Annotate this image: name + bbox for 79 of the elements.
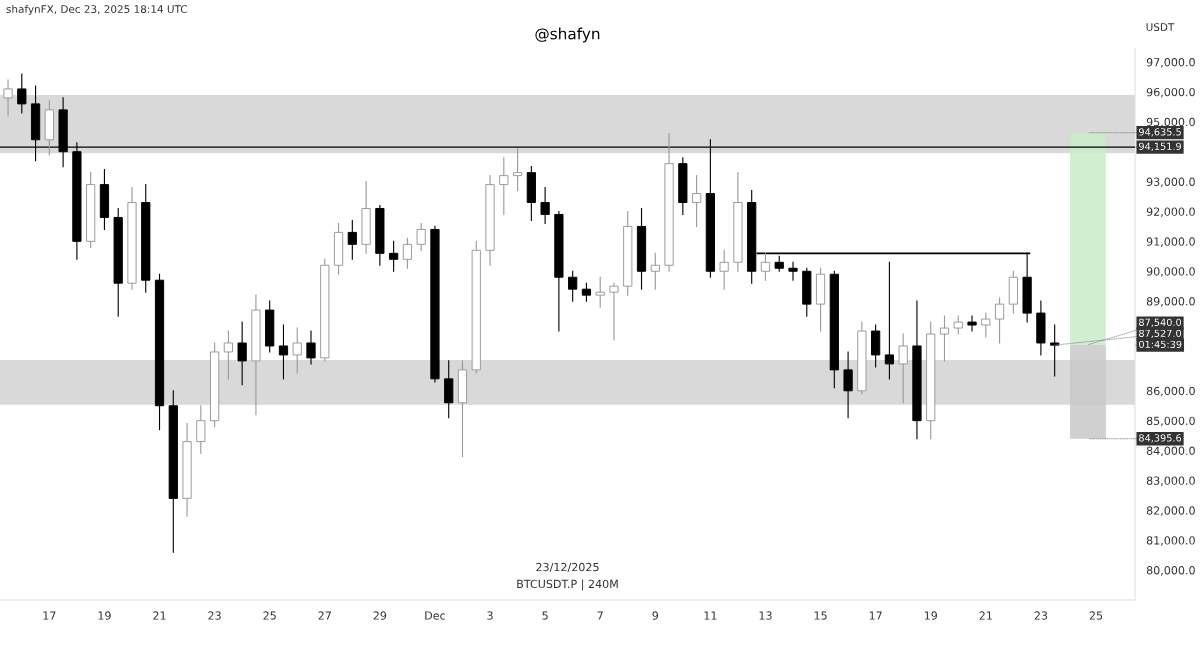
candlestick bbox=[196, 405, 206, 455]
annotation: 87,540.0 bbox=[1139, 318, 1182, 327]
x-tick-label: 13 bbox=[759, 611, 772, 620]
candlestick bbox=[540, 187, 550, 224]
candlestick bbox=[871, 324, 881, 368]
candlestick bbox=[884, 261, 895, 380]
y-tick-label: 81,000.0 bbox=[1146, 536, 1195, 546]
y-tick-label: 89,000.0 bbox=[1146, 297, 1195, 307]
candlestick bbox=[306, 330, 316, 365]
x-tick-label: 3 bbox=[487, 611, 493, 620]
y-tick-label: 97,000.0 bbox=[1146, 58, 1195, 68]
candlestick bbox=[719, 249, 729, 290]
x-tick-label: 27 bbox=[318, 611, 331, 620]
candlestick bbox=[994, 297, 1005, 344]
candlestick bbox=[843, 351, 853, 419]
annotation: 23/12/2025 bbox=[536, 562, 599, 573]
candlestick bbox=[512, 148, 523, 192]
candlestick bbox=[1050, 324, 1060, 377]
x-tick-label: 9 bbox=[652, 611, 659, 620]
x-tick-label: 19 bbox=[924, 611, 938, 620]
y-axis-title: USDT bbox=[1146, 23, 1175, 32]
y-tick-label: 90,000.0 bbox=[1146, 267, 1195, 277]
x-tick-label: 5 bbox=[542, 611, 548, 620]
x-tick-label: 23 bbox=[1034, 611, 1048, 620]
candlestick bbox=[760, 252, 771, 281]
candlestick bbox=[347, 219, 357, 260]
y-tick-label: 93,000.0 bbox=[1146, 177, 1195, 188]
candlestick bbox=[568, 270, 578, 302]
y-tick-label: 95,000.0 bbox=[1146, 117, 1195, 128]
candlestick bbox=[292, 327, 302, 374]
candlestick bbox=[650, 252, 660, 290]
text: shafynFX, Dec 23, 2025 18:14 UTC bbox=[6, 4, 187, 16]
candlestick bbox=[967, 315, 977, 332]
x-tick-label: 11 bbox=[704, 611, 717, 620]
y-tick-label: 84,000.0 bbox=[1146, 446, 1195, 457]
candlestick bbox=[939, 315, 950, 362]
x-tick-label: Dec bbox=[425, 611, 446, 620]
x-tick-label: 25 bbox=[1089, 611, 1103, 620]
x-tick-label: 17 bbox=[869, 611, 882, 620]
x-tick-label: 21 bbox=[153, 611, 166, 620]
candlestick bbox=[981, 312, 991, 338]
x-tick-label: 15 bbox=[814, 611, 827, 620]
candlestick bbox=[17, 73, 27, 114]
y-tick-label: 92,000.0 bbox=[1146, 207, 1195, 217]
candlestick bbox=[237, 321, 247, 386]
candlestick bbox=[788, 261, 798, 281]
chart-title: @shafyn bbox=[535, 27, 600, 43]
candlestick bbox=[609, 282, 619, 341]
candlestick bbox=[444, 360, 454, 419]
y-tick-label: 91,000.0 bbox=[1146, 237, 1195, 247]
y-tick-label: 83,000.0 bbox=[1146, 476, 1195, 486]
candlestick bbox=[691, 175, 702, 227]
text: 01:45:39 bbox=[1139, 340, 1182, 348]
candlestick bbox=[402, 237, 413, 269]
candlestick bbox=[3, 79, 13, 117]
x-tick-label: 17 bbox=[43, 611, 56, 620]
ref-line-label: 94,151.9 bbox=[1139, 142, 1182, 151]
x-tick-label: 23 bbox=[208, 611, 221, 620]
annotation: 87,527.0 bbox=[1139, 329, 1182, 338]
x-tick-label: 29 bbox=[373, 611, 387, 620]
annotation: BTCUSDT.P | 240M bbox=[517, 579, 618, 591]
y-tick-label: 82,000.0 bbox=[1146, 506, 1195, 516]
y-tick-label: 96,000.0 bbox=[1146, 87, 1195, 98]
x-tick-label: 21 bbox=[979, 611, 992, 620]
candlestick bbox=[499, 157, 509, 216]
x-tick-label: 25 bbox=[263, 611, 276, 620]
annotation: 84,395.6 bbox=[1139, 434, 1182, 443]
x-tick-label: 7 bbox=[597, 611, 603, 620]
candlestick bbox=[595, 276, 605, 308]
annotation: 94,635.5 bbox=[1139, 128, 1181, 137]
candlestick bbox=[898, 333, 908, 404]
candlestick bbox=[389, 240, 399, 272]
y-tick-label: 86,000.0 bbox=[1146, 386, 1195, 397]
y-tick-label: 80,000.0 bbox=[1146, 566, 1195, 576]
x-tick-label: 19 bbox=[98, 611, 111, 620]
candlestick bbox=[223, 330, 233, 380]
candlestick bbox=[416, 222, 426, 251]
y-tick-label: 85,000.0 bbox=[1146, 416, 1195, 427]
candlestick bbox=[278, 324, 289, 380]
